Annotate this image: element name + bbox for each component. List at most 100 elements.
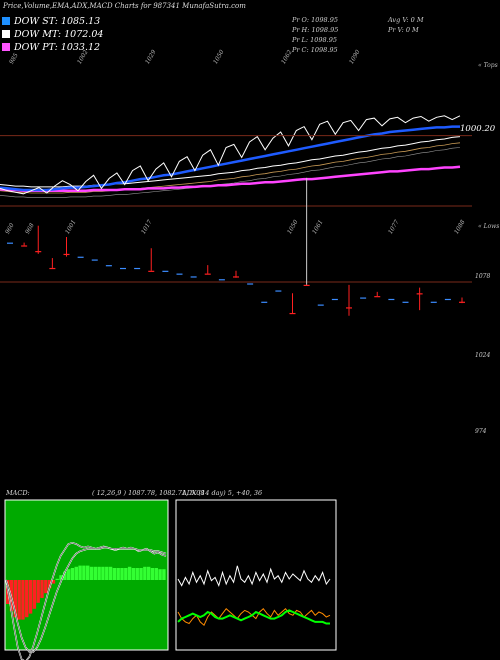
macd-histogram-bar xyxy=(101,566,105,580)
macd-histogram-bar xyxy=(25,580,29,618)
legend-label-st: DOW ST: 1085.13 xyxy=(14,16,101,27)
macd-histogram-bar xyxy=(21,580,25,620)
macd-histogram-bar xyxy=(105,566,109,580)
macd-histogram-bar xyxy=(158,569,162,580)
candle-body xyxy=(148,270,155,272)
candle-body xyxy=(402,301,409,303)
candle-body xyxy=(247,283,254,285)
candle-body xyxy=(289,312,296,315)
candle-body xyxy=(7,242,13,244)
macd-histogram-bar xyxy=(47,580,52,589)
candle-body xyxy=(346,307,352,309)
macd-values: ( 12,26,9 ) 1087.78, 1082.71, 5.08 xyxy=(92,489,205,497)
macd-histogram-bar xyxy=(143,566,147,580)
macd-histogram-bar xyxy=(78,565,82,580)
macd-histogram-bar xyxy=(86,565,90,580)
candle-body xyxy=(317,304,324,306)
macd-label: MACD: xyxy=(6,489,30,497)
macd-histogram-bar xyxy=(97,566,101,580)
candle-body xyxy=(21,245,28,247)
macd-histogram-bar xyxy=(108,566,113,580)
macd-histogram-bar xyxy=(162,569,166,580)
legend-swatch-st xyxy=(2,17,10,25)
level-label-2: 1024 xyxy=(475,352,491,359)
macd-histogram-bar xyxy=(70,568,75,580)
macd-histogram-bar xyxy=(59,575,63,580)
candle-body xyxy=(233,276,239,278)
ema-pt-line xyxy=(0,165,461,192)
info-open: Pr O: 1098.95 xyxy=(292,16,339,24)
macd-histogram-bar xyxy=(44,580,48,594)
legend-label-pt: DOW PT: 1033.12 xyxy=(14,42,101,53)
candle-body xyxy=(416,293,423,295)
ema-band-line-2 xyxy=(0,147,461,198)
adx-plus-di-line xyxy=(177,565,331,588)
candle-body xyxy=(374,296,381,298)
candle-body xyxy=(275,290,282,292)
info-avg-volume: Avg V: 0 M xyxy=(388,16,424,24)
macd-histogram-bar xyxy=(55,578,59,580)
candle-body xyxy=(261,301,268,303)
candle-body xyxy=(63,253,70,256)
macd-histogram-bar xyxy=(112,568,117,580)
level-label-1: 1078 xyxy=(475,273,491,280)
candle-body xyxy=(35,251,42,253)
candle-body xyxy=(176,273,183,275)
macd-histogram-bar xyxy=(51,580,56,584)
legend-dow-pt: DOW PT: 1033.12 xyxy=(2,42,100,53)
info-low: Pr L: 1098.95 xyxy=(292,36,337,44)
macd-histogram-bar xyxy=(150,568,155,580)
macd-histogram-bar xyxy=(154,568,158,580)
macd-histogram-bar xyxy=(40,580,44,598)
macd-histogram-bar xyxy=(13,580,18,618)
macd-histogram-bar xyxy=(93,566,98,580)
macd-histogram-bar xyxy=(32,580,37,609)
candle-body xyxy=(444,298,451,301)
macd-histogram-bar xyxy=(74,566,78,580)
current-price-label: 1000.20 xyxy=(460,124,496,134)
lows-tag: « Lows xyxy=(478,223,500,230)
info-high: Pr H: 1098.95 xyxy=(292,26,339,34)
adx-line xyxy=(177,609,330,625)
candle-body xyxy=(388,298,395,301)
macd-histogram-bar xyxy=(124,568,128,580)
candle-body xyxy=(162,270,169,272)
price-line xyxy=(0,115,461,195)
macd-histogram-bar xyxy=(116,568,120,580)
candle-body xyxy=(459,301,465,303)
legend-swatch-mt xyxy=(2,30,10,38)
macd-signal-core xyxy=(5,547,167,653)
candle-body xyxy=(190,276,197,278)
macd-histogram-bar xyxy=(17,580,21,620)
ema-band-line-1 xyxy=(0,142,461,194)
macd-histogram-bar xyxy=(36,580,40,603)
adx-panel-border xyxy=(175,499,337,651)
candle-body xyxy=(91,259,98,261)
candle-body xyxy=(49,267,56,270)
macd-histogram-bar xyxy=(63,571,67,580)
legend-label-mt: DOW MT: 1072.04 xyxy=(14,29,104,40)
macd-histogram-bar xyxy=(146,566,151,580)
chart-title: Price,Volume,EMA,ADX,MACD Charts for 987… xyxy=(3,2,246,10)
candle-body xyxy=(303,284,310,287)
candle-body xyxy=(430,301,437,303)
candle-body xyxy=(360,297,367,299)
candle-body xyxy=(218,279,225,281)
candle-body xyxy=(77,256,84,258)
candle-body xyxy=(204,273,211,275)
legend-dow-mt: DOW MT: 1072.04 xyxy=(2,29,103,40)
candle-body xyxy=(331,298,338,301)
macd-line-core xyxy=(5,542,167,660)
info-close: Pr C: 1098.95 xyxy=(292,46,338,54)
adx-values: ADX (14 day) 5, +40, 36 xyxy=(182,489,263,497)
macd-histogram-bar xyxy=(127,566,132,580)
macd-histogram-bar xyxy=(120,568,124,580)
macd-histogram-bar xyxy=(89,566,94,580)
legend-swatch-pt xyxy=(2,43,10,51)
macd-histogram-bar xyxy=(135,568,139,580)
ema-st-line xyxy=(0,125,460,192)
ema-mt-line xyxy=(0,136,461,188)
macd-histogram-bar xyxy=(131,568,136,580)
tops-tag: « Tops xyxy=(478,62,498,69)
